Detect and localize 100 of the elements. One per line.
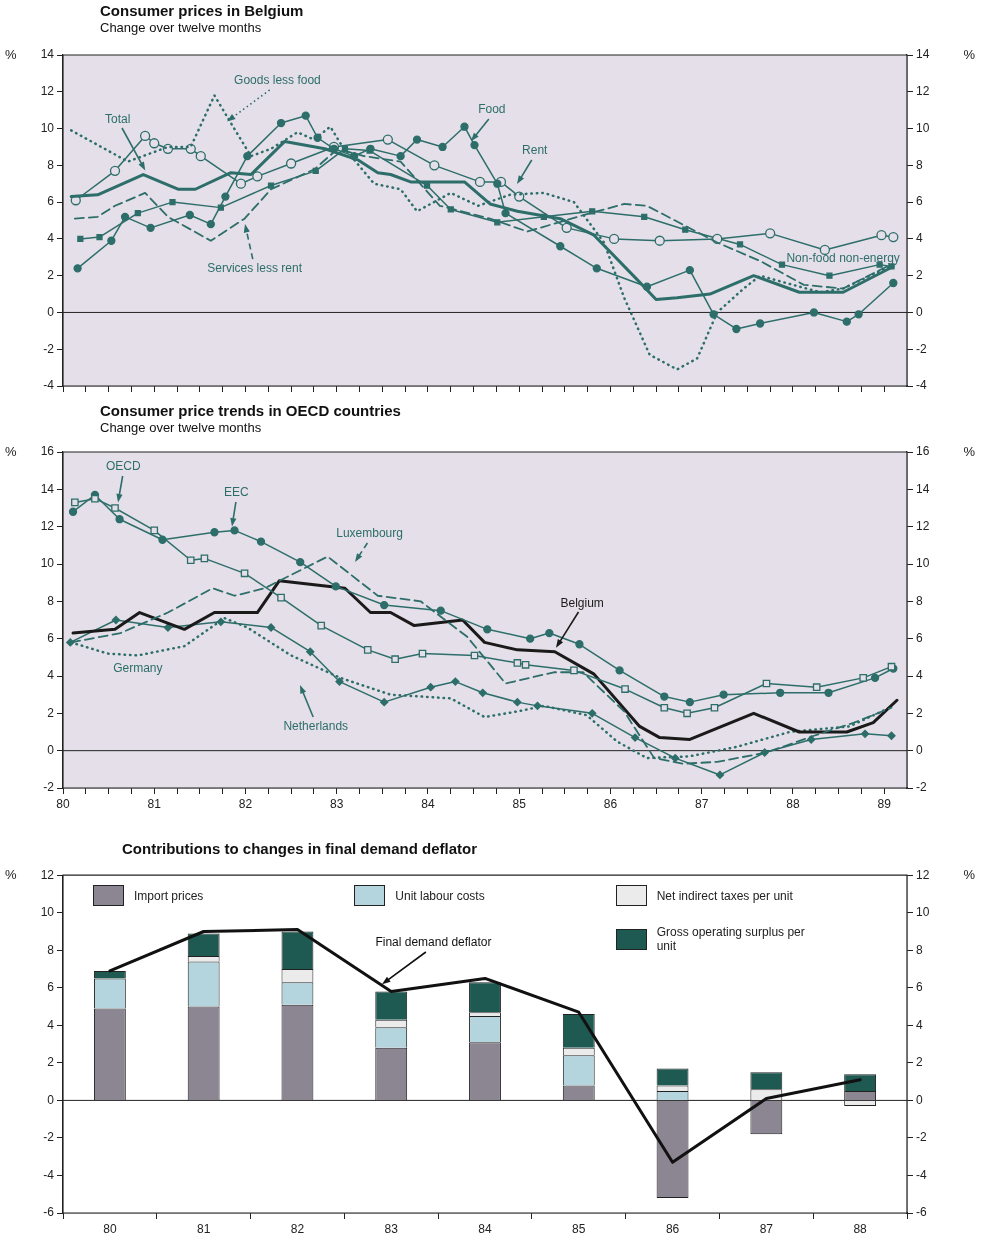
chart-subtitle: Change over twelve months xyxy=(100,420,262,435)
y-tick-label: 2 xyxy=(47,1055,55,1070)
y-tick-label: 0 xyxy=(47,742,55,757)
text: Belgium xyxy=(560,595,604,610)
y-tick-label: 4 xyxy=(47,1017,55,1032)
text: Rent xyxy=(522,142,549,157)
legend-label: Unit labour costs xyxy=(395,888,486,903)
y2-tick-label: -6 xyxy=(916,1205,927,1220)
x-tick-label: 87 xyxy=(759,1221,774,1236)
x-tick-label: 81 xyxy=(147,796,162,811)
text: Final demand deflator xyxy=(375,935,492,950)
y-tick-label: 8 xyxy=(47,593,55,608)
y2-tick-label: -4 xyxy=(916,1167,927,1182)
x-tick-label: 83 xyxy=(330,796,344,811)
legend-label: Gross operating surplus per unit xyxy=(656,925,806,954)
y2-tick-label: 4 xyxy=(916,1017,923,1032)
y-tick-label: 12 xyxy=(40,867,55,882)
x-tick-label: 80 xyxy=(56,796,70,811)
x-tick-label: 88 xyxy=(786,796,800,811)
x-tick-label: 84 xyxy=(421,796,435,811)
y-tick-label: 10 xyxy=(40,905,55,920)
y2-tick-label: 2 xyxy=(916,267,923,282)
chart-title: Consumer price trends in OECD countries xyxy=(100,402,401,419)
y-axis-title: % xyxy=(5,866,17,882)
y2-axis-title: % xyxy=(963,866,976,882)
y2-tick-label: 12 xyxy=(916,867,930,882)
x-tick-label: 82 xyxy=(238,796,253,811)
legend-label: Import prices xyxy=(134,888,205,903)
chart-subtitle: Change over twelve months xyxy=(100,20,262,35)
series-label: Goods less food xyxy=(234,73,321,88)
legend-label: Services less rent xyxy=(207,260,303,275)
series-label: Germany xyxy=(113,660,163,675)
x-tick-label: 86 xyxy=(665,1221,680,1236)
y2-tick-label: 12 xyxy=(916,518,930,533)
y2-tick-label: 0 xyxy=(916,1092,923,1107)
x-tick-label: 83 xyxy=(384,1221,399,1236)
y-tick-label: 6 xyxy=(47,194,55,209)
y2-tick-label: 10 xyxy=(916,905,930,920)
y-tick-label: -4 xyxy=(43,1167,55,1182)
y-tick-label: 12 xyxy=(40,518,55,533)
y2-axis-title: % xyxy=(963,46,976,62)
y-tick-label: 6 xyxy=(47,980,55,995)
x-tick-label: 84 xyxy=(478,1221,492,1236)
legend-label: Netherlands xyxy=(283,718,349,733)
y-tick-label: 4 xyxy=(47,231,55,246)
y-tick-label: 10 xyxy=(40,120,55,135)
y2-tick-label: 14 xyxy=(916,47,930,62)
y2-tick-label: 0 xyxy=(916,742,923,757)
y2-tick-label: 8 xyxy=(916,593,923,608)
x-tick-label: 89 xyxy=(877,796,892,811)
y2-tick-label: 0 xyxy=(916,304,923,319)
y2-axis-title: % xyxy=(963,443,976,459)
series-label: Luxembourg xyxy=(336,526,403,541)
series-label: Food xyxy=(478,102,506,117)
series-label: OECD xyxy=(105,459,141,474)
y-tick-label: 8 xyxy=(47,942,55,957)
y2-tick-label: -2 xyxy=(916,341,927,356)
x-tick-label: 86 xyxy=(603,796,618,811)
y-tick-label: -6 xyxy=(43,1205,55,1220)
y2-tick-label: 6 xyxy=(916,980,923,995)
x-tick-label: 85 xyxy=(512,796,527,811)
y-tick-label: 2 xyxy=(47,267,55,282)
y-tick-label: -2 xyxy=(43,341,55,356)
x-tick-label: 88 xyxy=(853,1221,868,1236)
y2-tick-label: 8 xyxy=(916,157,923,172)
x-tick-label: 80 xyxy=(103,1221,117,1236)
y2-tick-label: 10 xyxy=(916,556,930,571)
y-tick-label: -2 xyxy=(43,780,55,795)
y-tick-label: 0 xyxy=(47,1092,55,1107)
text: Total xyxy=(105,111,131,126)
y2-tick-label: 12 xyxy=(916,84,930,99)
y2-tick-label: 8 xyxy=(916,942,923,957)
y2-tick-label: -4 xyxy=(916,378,927,393)
legend-label: Net indirect taxes per unit xyxy=(656,888,794,903)
y2-tick-label: 4 xyxy=(916,668,923,683)
y-tick-label: 4 xyxy=(47,668,55,683)
y-tick-label: 2 xyxy=(47,705,55,720)
y-tick-label: -4 xyxy=(43,378,55,393)
y-axis-title: % xyxy=(5,443,17,459)
text: EEC xyxy=(224,485,250,500)
y2-tick-label: 14 xyxy=(916,481,930,496)
chart-title: Consumer prices in Belgium xyxy=(100,2,304,19)
y-tick-label: 14 xyxy=(40,47,55,62)
y2-tick-label: 16 xyxy=(916,444,930,459)
series-label: Non-food non-energy xyxy=(786,250,900,265)
y-tick-label: 12 xyxy=(40,84,55,99)
y-tick-label: 14 xyxy=(40,481,55,496)
y-tick-label: 6 xyxy=(47,630,55,645)
y2-tick-label: 6 xyxy=(916,194,923,209)
y-tick-label: 10 xyxy=(40,556,55,571)
x-tick-label: 85 xyxy=(572,1221,586,1236)
y-tick-label: 0 xyxy=(47,304,55,319)
x-tick-label: 87 xyxy=(695,796,709,811)
y-tick-label: -2 xyxy=(43,1130,55,1145)
y2-tick-label: -2 xyxy=(916,780,927,795)
y2-tick-label: 2 xyxy=(916,1055,923,1070)
chart-title: Contributions to changes in final demand deflator xyxy=(122,840,478,857)
y-axis-title: % xyxy=(5,46,17,62)
x-tick-label: 82 xyxy=(290,1221,305,1236)
y2-tick-label: -2 xyxy=(916,1130,927,1145)
